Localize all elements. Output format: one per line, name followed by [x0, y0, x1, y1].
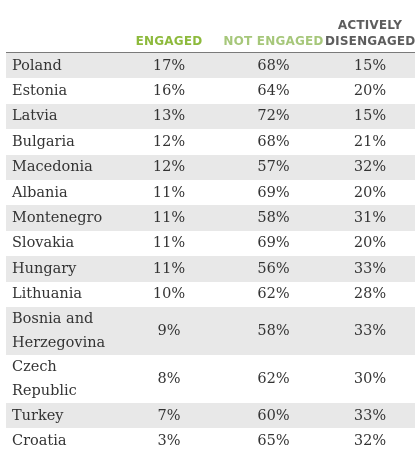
actively-disengaged-cell: 20%: [325, 179, 415, 206]
table-row: Lithuania 10% 62% 28%: [6, 281, 415, 307]
engaged-cell: 12%: [116, 129, 222, 155]
country-cell: Estonia: [6, 78, 116, 104]
country-cell: Latvia: [6, 103, 116, 130]
not-engaged-cell: 68%: [222, 52, 325, 79]
actively-disengaged-cell: 20%: [325, 78, 415, 104]
country-cell: Albania: [6, 179, 116, 206]
table-row: Estonia 16% 64% 20%: [6, 78, 415, 104]
header-actively-disengaged: ACTIVELY DISENGAGED: [325, 0, 415, 53]
header-row: ENGAGED NOT ENGAGED ACTIVELY DISENGAGED: [6, 0, 415, 53]
table-row: Turkey 7% 60% 33%: [6, 402, 415, 429]
table-row: Czech Republic 8% 62% 30%: [6, 354, 415, 403]
actively-disengaged-cell: 30%: [325, 354, 415, 403]
engaged-cell: 13%: [116, 103, 222, 130]
table-row: Montenegro 11% 58% 31%: [6, 205, 415, 231]
actively-disengaged-cell: 20%: [325, 230, 415, 257]
actively-disengaged-cell: 33%: [325, 256, 415, 282]
table-row: Latvia 13% 72% 15%: [6, 103, 415, 130]
engaged-cell: 7%: [116, 402, 222, 429]
country-cell: Croatia: [6, 428, 116, 454]
not-engaged-cell: 69%: [222, 179, 325, 206]
country-cell: Hungary: [6, 256, 116, 282]
country-cell: Macedonia: [6, 154, 116, 180]
country-cell: Lithuania: [6, 281, 116, 307]
not-engaged-cell: 58%: [222, 306, 325, 355]
engagement-table-container: ENGAGED NOT ENGAGED ACTIVELY DISENGAGED …: [6, 0, 415, 454]
actively-disengaged-cell: 32%: [325, 154, 415, 180]
not-engaged-cell: 64%: [222, 78, 325, 104]
table-row: Slovakia 11% 69% 20%: [6, 230, 415, 257]
header-country: [6, 0, 116, 53]
table-row: Croatia 3% 65% 32%: [6, 428, 415, 454]
actively-disengaged-cell: 31%: [325, 205, 415, 231]
engaged-cell: 3%: [116, 428, 222, 454]
table-header: ENGAGED NOT ENGAGED ACTIVELY DISENGAGED: [6, 0, 415, 53]
actively-disengaged-cell: 15%: [325, 103, 415, 130]
engaged-cell: 10%: [116, 281, 222, 307]
country-cell: Bulgaria: [6, 129, 116, 155]
engaged-cell: 9%: [116, 306, 222, 355]
country-cell: Montenegro: [6, 205, 116, 231]
header-not-engaged: NOT ENGAGED: [222, 0, 325, 53]
actively-disengaged-cell: 32%: [325, 428, 415, 454]
not-engaged-cell: 62%: [222, 354, 325, 403]
not-engaged-cell: 57%: [222, 154, 325, 180]
not-engaged-cell: 56%: [222, 256, 325, 282]
not-engaged-cell: 58%: [222, 205, 325, 231]
not-engaged-cell: 65%: [222, 428, 325, 454]
country-cell: Czech Republic: [6, 354, 116, 403]
country-cell: Turkey: [6, 402, 116, 429]
not-engaged-cell: 68%: [222, 129, 325, 155]
not-engaged-cell: 72%: [222, 103, 325, 130]
country-cell: Bosnia and Herzegovina: [6, 306, 116, 355]
engaged-cell: 12%: [116, 154, 222, 180]
engaged-cell: 8%: [116, 354, 222, 403]
actively-disengaged-cell: 15%: [325, 52, 415, 79]
country-cell: Poland: [6, 52, 116, 79]
actively-disengaged-cell: 21%: [325, 129, 415, 155]
not-engaged-cell: 62%: [222, 281, 325, 307]
country-cell: Slovakia: [6, 230, 116, 257]
table-row: Bulgaria 12% 68% 21%: [6, 129, 415, 155]
table-row: Bosnia and Herzegovina 9% 58% 33%: [6, 306, 415, 355]
table-row: Poland 17% 68% 15%: [6, 52, 415, 79]
engaged-cell: 11%: [116, 205, 222, 231]
engaged-cell: 11%: [116, 230, 222, 257]
engaged-cell: 17%: [116, 52, 222, 79]
engaged-cell: 11%: [116, 256, 222, 282]
actively-disengaged-cell: 33%: [325, 306, 415, 355]
engaged-cell: 16%: [116, 78, 222, 104]
table-row: Albania 11% 69% 20%: [6, 179, 415, 206]
header-engaged: ENGAGED: [116, 0, 222, 53]
table-row: Hungary 11% 56% 33%: [6, 256, 415, 282]
table-body: Poland 17% 68% 15% Estonia 16% 64% 20% Latvia 13%…: [6, 52, 415, 454]
not-engaged-cell: 60%: [222, 402, 325, 429]
table-row: Macedonia 12% 57% 32%: [6, 154, 415, 180]
not-engaged-cell: 69%: [222, 230, 325, 257]
actively-disengaged-cell: 33%: [325, 402, 415, 429]
actively-disengaged-cell: 28%: [325, 281, 415, 307]
engagement-table: ENGAGED NOT ENGAGED ACTIVELY DISENGAGED …: [6, 0, 415, 454]
engaged-cell: 11%: [116, 179, 222, 206]
